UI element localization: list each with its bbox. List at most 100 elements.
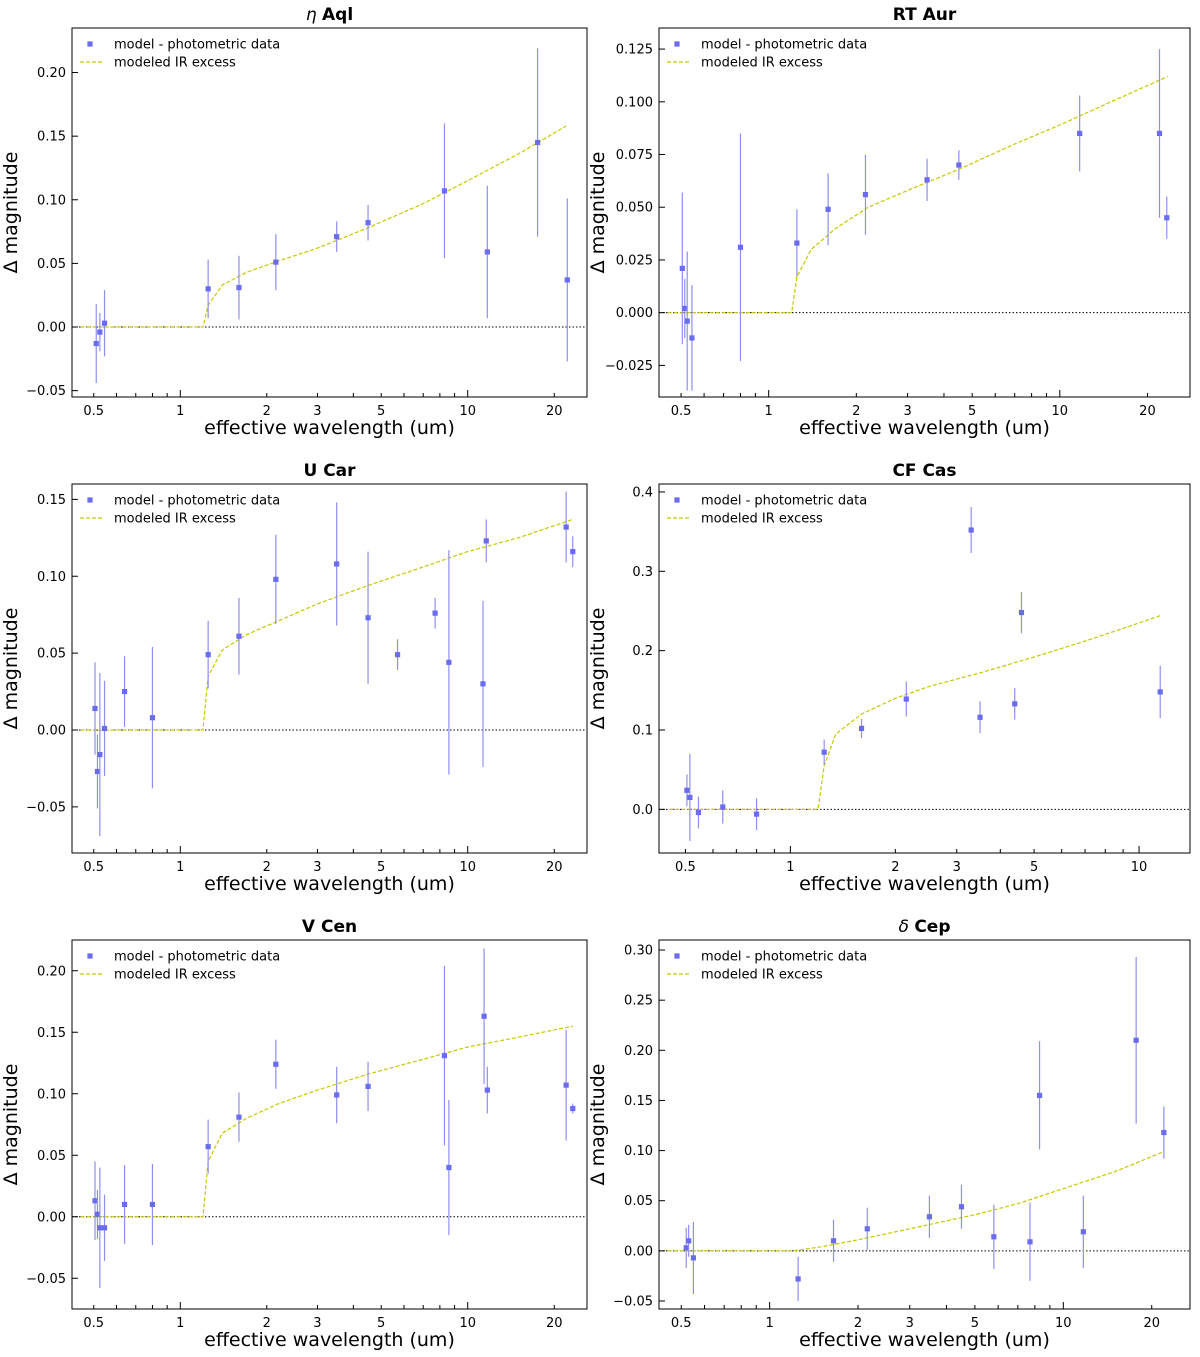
y-tick-label: 0.00: [37, 1210, 66, 1225]
y-tick-label: −0.05: [26, 384, 66, 399]
y-tick-label: 0.000: [616, 306, 653, 321]
data-point: [683, 1245, 689, 1251]
legend-label-model: modeled IR excess: [701, 512, 823, 527]
data-point: [1080, 1229, 1086, 1235]
x-tick-label: 2: [263, 404, 271, 419]
data-point: [720, 804, 726, 810]
panel-3: U Car 0.5 1 2 3 5 10 20 −0.05 0.00 0.05 0.10 0.15 eff…: [0, 461, 588, 895]
y-tick-label: 0.4: [632, 485, 653, 500]
data-point: [679, 265, 685, 271]
data-point: [862, 191, 869, 198]
x-tick-label: 5: [968, 404, 976, 419]
data-point: [236, 1114, 242, 1120]
model-curve: [80, 1025, 573, 1218]
data-point: [149, 1201, 156, 1208]
data-point: [365, 1083, 371, 1089]
data-point: [991, 1234, 997, 1240]
data-point: [924, 177, 930, 183]
y-tick-label: 0.05: [37, 1149, 66, 1164]
data-point: [795, 1276, 801, 1282]
data-point: [480, 681, 486, 687]
data-point: [273, 259, 279, 265]
y-tick-label: 0.05: [37, 647, 66, 662]
x-tick-label: 0.5: [671, 1316, 692, 1331]
data-point: [695, 809, 702, 816]
data-point: [97, 1225, 103, 1231]
model-curve: [80, 125, 567, 328]
data-point: [97, 752, 103, 758]
panel-title: V Cen: [302, 917, 357, 937]
y-tick-label: 0.15: [37, 493, 66, 508]
panel-title: δ Cep: [899, 917, 951, 937]
y-tick-label: 0.20: [624, 1044, 653, 1059]
x-tick-label: 5: [1030, 860, 1038, 875]
x-axis-label: effective wavelength (um): [204, 417, 455, 439]
x-tick-label: 3: [313, 860, 321, 875]
legend-label-model: modeled IR excess: [701, 968, 823, 983]
data-point: [570, 1105, 576, 1112]
x-tick-label: 20: [546, 860, 563, 875]
data-point: [94, 768, 101, 775]
plot-frame: [71, 939, 588, 1310]
model-curve: [669, 615, 1161, 811]
x-tick-label: 10: [1052, 404, 1069, 419]
y-tick-label: 0.075: [616, 148, 653, 163]
y-tick-label: 0.1: [632, 724, 653, 739]
x-tick-label: 10: [459, 1316, 476, 1331]
x-tick-label: 1: [176, 860, 184, 875]
x-tick-label: 5: [377, 860, 385, 875]
y-axis-label: Δ magnitude: [0, 608, 22, 730]
data-point: [968, 527, 974, 533]
y-tick-label: 0.15: [624, 1094, 653, 1109]
data-point: [858, 725, 865, 732]
data-point: [564, 277, 570, 283]
y-tick-label: 0.20: [37, 964, 66, 979]
x-axis-label: effective wavelength (um): [799, 873, 1050, 895]
data-point: [956, 162, 962, 168]
y-tick-label: 0.10: [37, 570, 66, 585]
data-point: [441, 1053, 448, 1059]
y-tick-label: 0.15: [37, 130, 66, 145]
y-axis-label: Δ magnitude: [587, 1064, 609, 1186]
panel-title: RT Aur: [893, 5, 957, 25]
y-tick-label: −0.05: [613, 1294, 653, 1309]
data-point: [236, 633, 242, 639]
legend-label-model: modeled IR excess: [114, 56, 236, 71]
data-point: [334, 561, 340, 567]
legend-marker-data: [674, 497, 680, 503]
data-point: [334, 1092, 340, 1098]
x-tick-label: 2: [263, 860, 271, 875]
panel-4: CF Cas 0.5 1 2 3 5 10 0.0 0.1 0.2 0.3 0.4 effective …: [587, 461, 1191, 895]
data-point: [534, 139, 541, 146]
title-main: CF Cas: [892, 461, 956, 481]
data-point: [101, 1225, 108, 1231]
y-tick-label: 0.10: [37, 1087, 66, 1102]
x-tick-label: 20: [546, 404, 563, 419]
title-main: U Car: [303, 461, 356, 481]
y-tick-label: 0.20: [37, 66, 66, 81]
data-point: [689, 335, 695, 341]
plot-frame: [658, 939, 1191, 1310]
data-point: [830, 1238, 837, 1244]
title-main: V Cen: [302, 917, 357, 937]
data-point: [334, 234, 340, 240]
data-point: [1027, 1239, 1033, 1245]
data-point: [682, 305, 688, 312]
y-tick-label: 0.10: [624, 1144, 653, 1159]
y-tick-label: 0.30: [624, 944, 653, 959]
data-point: [92, 1198, 98, 1204]
legend-label-data: model - photometric data: [701, 950, 867, 965]
data-point: [1133, 1037, 1139, 1043]
data-point: [821, 749, 827, 755]
data-point: [446, 1164, 452, 1171]
x-tick-label: 2: [263, 1316, 271, 1331]
data-point: [864, 1226, 870, 1232]
legend-label-data: model - photometric data: [114, 494, 280, 509]
model-curve: [667, 75, 1169, 314]
x-tick-label: 3: [313, 1316, 321, 1331]
data-point: [686, 1238, 692, 1244]
plot-frame: [71, 27, 588, 398]
x-tick-label: 0.5: [83, 404, 104, 419]
x-tick-label: 1: [765, 404, 773, 419]
